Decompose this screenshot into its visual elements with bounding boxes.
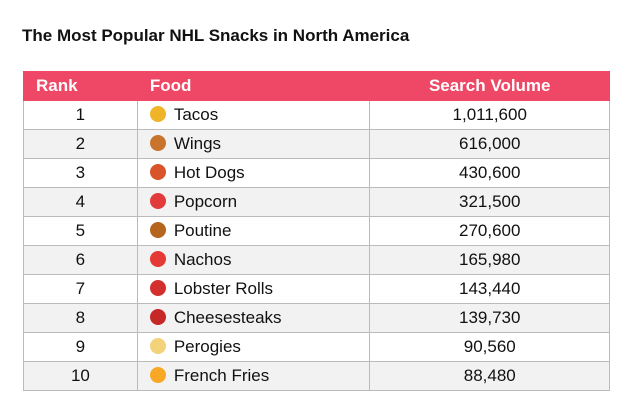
rank-cell: 5	[23, 216, 138, 246]
food-icon	[149, 309, 166, 325]
food-name: Cheesesteaks	[173, 308, 282, 327]
volume-cell: 88,480	[369, 361, 610, 391]
food-icon	[149, 251, 166, 267]
table-row: 8 Cheesesteaks 139,730	[23, 303, 610, 333]
table-row: 9 Perogies 90,560	[23, 332, 610, 362]
food-icon	[149, 367, 166, 383]
food-cell: Wings	[136, 129, 371, 159]
table-row: 6 Nachos 165,980	[23, 245, 610, 275]
rank-cell: 2	[23, 129, 138, 159]
table-row: 3 Hot Dogs 430,600	[23, 158, 610, 188]
food-name: Tacos	[173, 105, 219, 124]
volume-cell: 270,600	[369, 216, 610, 246]
rank-cell: 10	[23, 361, 138, 391]
food-name: Poutine	[173, 221, 232, 240]
food-icon	[149, 106, 166, 122]
food-cell: Popcorn	[136, 187, 371, 217]
rank-cell: 9	[23, 332, 138, 362]
table-header: Rank Food Search Volume	[23, 71, 610, 101]
food-name: Perogies	[173, 337, 241, 356]
table-row: 10 French Fries 88,480	[23, 361, 610, 391]
rank-cell: 6	[23, 245, 138, 275]
table-body: 1 Tacos 1,011,600 2 Wings 616,000 3 Hot Dogs 430…	[23, 100, 610, 391]
volume-cell: 165,980	[369, 245, 610, 275]
food-cell: Tacos	[136, 100, 371, 130]
table: Rank Food Search Volume 1 Tacos 1,011,600 2…	[23, 71, 610, 391]
table-row: 4 Popcorn 321,500	[23, 187, 610, 217]
food-name: Popcorn	[173, 192, 238, 211]
rank-cell: 4	[23, 187, 138, 217]
food-icon	[149, 193, 166, 209]
volume-cell: 143,440	[369, 274, 610, 304]
food-name: French Fries	[173, 366, 270, 385]
table-row: 2 Wings 616,000	[23, 129, 610, 159]
food-name: Nachos	[173, 250, 232, 269]
header-cell: Food	[136, 71, 371, 101]
header-cell: Search Volume	[369, 71, 610, 101]
header-cell: Rank	[23, 71, 138, 101]
food-icon	[149, 222, 166, 238]
food-cell: Lobster Rolls	[136, 274, 371, 304]
rank-cell: 1	[23, 100, 138, 130]
food-cell: Poutine	[136, 216, 371, 246]
rank-cell: 3	[23, 158, 138, 188]
title: The Most Popular NHL Snacks in North Ame…	[22, 26, 410, 45]
food-icon	[149, 280, 166, 296]
volume-cell: 430,600	[369, 158, 610, 188]
volume-cell: 90,560	[369, 332, 610, 362]
volume-cell: 321,500	[369, 187, 610, 217]
rank-cell: 7	[23, 274, 138, 304]
food-cell: French Fries	[136, 361, 371, 391]
table-row: 1 Tacos 1,011,600	[23, 100, 610, 130]
volume-cell: 1,011,600	[369, 100, 610, 130]
food-cell: Hot Dogs	[136, 158, 371, 188]
header-row: Rank Food Search Volume	[23, 71, 610, 101]
table-row: 7 Lobster Rolls 143,440	[23, 274, 610, 304]
rank-cell: 8	[23, 303, 138, 333]
food-icon	[149, 164, 166, 180]
food-icon	[149, 135, 166, 151]
volume-cell: 616,000	[369, 129, 610, 159]
food-cell: Perogies	[136, 332, 371, 362]
volume-cell: 139,730	[369, 303, 610, 333]
table-row: 5 Poutine 270,600	[23, 216, 610, 246]
food-icon	[149, 338, 166, 354]
food-name: Lobster Rolls	[173, 279, 274, 298]
food-name: Hot Dogs	[173, 163, 245, 182]
food-name: Wings	[173, 134, 222, 153]
food-cell: Cheesesteaks	[136, 303, 371, 333]
food-cell: Nachos	[136, 245, 371, 275]
